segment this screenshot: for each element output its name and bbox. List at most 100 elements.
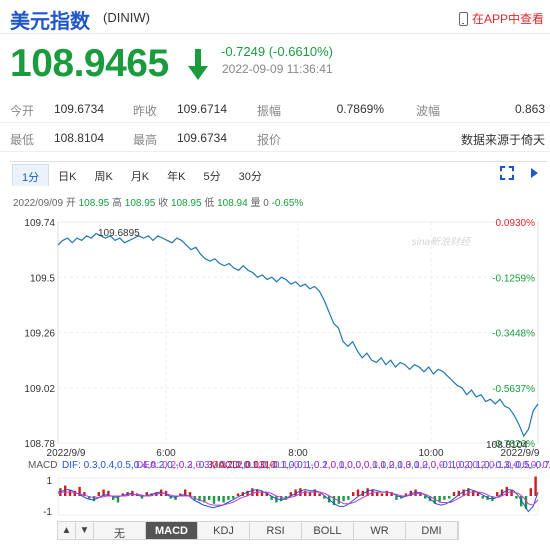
macd-bar xyxy=(472,490,475,496)
macd-bar xyxy=(174,496,177,500)
macd-bar xyxy=(179,493,182,496)
index-title: 美元指数 xyxy=(10,11,90,33)
macd-bar xyxy=(107,490,110,496)
macd-bar xyxy=(97,492,100,496)
macd-bar xyxy=(294,489,297,496)
macd-bar xyxy=(323,496,326,499)
fullscreen-icon[interactable] xyxy=(500,166,514,180)
macd-bar xyxy=(102,489,105,496)
macd-bar xyxy=(452,492,456,496)
quote-time: 2022-09-09 11:36:41 xyxy=(222,62,333,76)
macd-bar xyxy=(500,489,504,496)
indicator-dmi-button[interactable]: DMI xyxy=(406,522,458,539)
macd-label: MACD xyxy=(28,460,57,471)
ohlc-close: 108.95 xyxy=(170,198,202,209)
macd-bar xyxy=(395,496,398,500)
price-change: -0.7249 (-0.6610%) xyxy=(221,44,334,59)
macd-bar xyxy=(236,493,240,496)
stats-row: 最低 108.8104 最高 109.6734 报价 数据来源于倚天 xyxy=(0,123,550,152)
macd-bar xyxy=(145,492,148,496)
y-tick-label: 108.78 xyxy=(24,439,55,450)
stats-table: 今开 109.6734 昨收 109.6714 振幅 0.7869% 波幅 0.… xyxy=(0,94,550,152)
macd-bar xyxy=(232,496,235,499)
tab-yearly[interactable]: 年K xyxy=(167,171,186,183)
macd-bar xyxy=(92,496,96,502)
y-tick-label: 109.02 xyxy=(24,384,55,395)
stat-value: 109.6734 xyxy=(176,131,227,145)
macd-bar xyxy=(476,492,480,496)
macd-bar xyxy=(356,489,360,496)
macd-bar xyxy=(313,489,316,496)
macd-bar xyxy=(404,493,408,496)
ohlc-low-label: 低 xyxy=(204,198,215,209)
macd-bar xyxy=(208,496,211,500)
indicator-kdj-button[interactable]: KDJ xyxy=(198,522,250,539)
macd-bar xyxy=(376,492,379,496)
chart-tools xyxy=(500,166,542,180)
macd-bar xyxy=(169,496,172,499)
macd-bar xyxy=(68,489,72,496)
tab-5min[interactable]: 5分 xyxy=(203,171,221,183)
scroll-down-button[interactable]: ▼ xyxy=(76,522,94,539)
indicator-none-button[interactable]: 无 xyxy=(94,522,146,540)
macd-bar xyxy=(481,496,484,499)
indicator-macd-button[interactable]: MACD xyxy=(146,522,198,539)
macd-bar xyxy=(529,488,532,496)
ohlc-vol-label: 量 xyxy=(250,198,261,209)
macd-bar xyxy=(198,496,201,502)
tab-daily[interactable]: 日K xyxy=(58,171,77,183)
macd-bar xyxy=(299,488,302,496)
macd-bar xyxy=(534,476,537,496)
pct-tick-label: 0.0930% xyxy=(496,218,536,229)
pct-tick-label: -0.7826% xyxy=(492,439,535,450)
stat-label: 昨收 xyxy=(133,104,158,118)
macd-bar xyxy=(390,492,393,496)
macd-bar xyxy=(352,492,355,496)
macd-bar xyxy=(342,496,345,502)
stat-label: 今开 xyxy=(10,104,35,118)
macd-bar xyxy=(467,488,470,496)
play-arrow-icon[interactable] xyxy=(528,166,542,180)
macd-bar xyxy=(83,492,86,496)
macd-bar xyxy=(438,496,441,503)
period-tabs: 1分 日K 周K 月K 年K 5分 30分 xyxy=(12,164,271,186)
stat-value: 109.6714 xyxy=(176,102,227,116)
macd-bar xyxy=(260,490,264,496)
stat-value: 0.863 xyxy=(514,102,545,116)
data-source-note: 数据来源于倚天 xyxy=(460,133,545,147)
macd-bar xyxy=(308,492,312,496)
indicator-wr-button[interactable]: WR xyxy=(354,522,406,539)
macd-bar xyxy=(347,496,350,500)
macd-bar xyxy=(385,490,388,496)
stat-value: 0.7869% xyxy=(336,102,384,116)
macd-bar xyxy=(515,496,518,499)
stat-label: 波幅 xyxy=(416,104,441,118)
macd-bar xyxy=(284,496,288,500)
y-tick-label: 109.26 xyxy=(24,329,55,340)
macd-dea-line xyxy=(57,491,539,506)
stat-label: 报价 xyxy=(257,133,282,147)
x-tick-label: 10:00 xyxy=(418,448,443,459)
macd-bar xyxy=(88,496,91,499)
indicator-boll-button[interactable]: BOLL xyxy=(302,522,354,539)
tab-weekly[interactable]: 周K xyxy=(94,171,113,183)
tab-monthly[interactable]: 月K xyxy=(130,171,150,183)
open-in-app-link[interactable]: 在APP中查看 xyxy=(458,10,544,27)
ohlc-open: 108.95 xyxy=(78,198,110,209)
stat-label: 最低 xyxy=(10,133,35,147)
indicator-rsi-button[interactable]: RSI xyxy=(250,522,302,539)
sina-watermark: sina新浪财经 xyxy=(412,236,471,248)
macd-bar xyxy=(318,493,321,496)
scroll-up-button[interactable]: ▲ xyxy=(58,522,76,539)
macd-bar xyxy=(112,496,115,500)
macd-bar xyxy=(275,496,278,503)
tab-1min[interactable]: 1分 xyxy=(12,164,50,186)
macd-dif-line xyxy=(57,488,539,513)
tab-30min[interactable]: 30分 xyxy=(238,171,262,183)
macd-bar xyxy=(256,489,259,496)
macd-y-tick: -1 xyxy=(43,507,52,518)
macd-bar xyxy=(419,492,422,496)
macd-dif-label: DIF: 0.3,0.4,0.5,0.4,0.2,0,-0.2,-0.3,-0.… xyxy=(62,460,550,471)
stat-value: 109.6734 xyxy=(53,102,104,116)
